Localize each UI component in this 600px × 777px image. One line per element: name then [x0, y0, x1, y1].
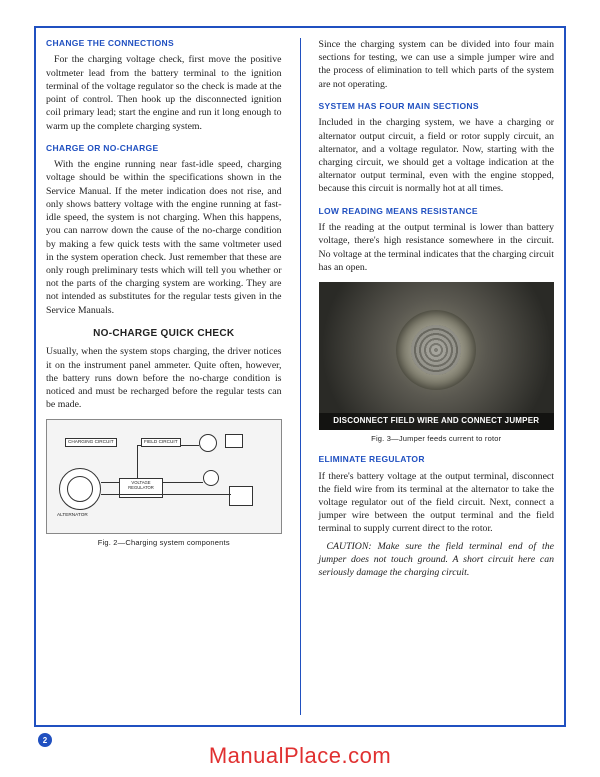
fig2-wire4	[137, 445, 138, 478]
heading-four-sections: SYSTEM HAS FOUR MAIN SECTIONS	[319, 101, 555, 112]
fig2-regulator-label: VOLTAGE REGULATOR	[121, 481, 161, 490]
para-nocharge-quick: Usually, when the system stops charging,…	[46, 345, 282, 411]
para-four-sections: Included in the charging system, we have…	[319, 116, 555, 195]
figure-2-diagram: VOLTAGE REGULATOR CHARGING CIRCUIT FIELD…	[46, 419, 282, 534]
fig2-wire1	[101, 482, 119, 483]
figure-3-caption: Fig. 3—Jumper feeds current to rotor	[319, 434, 555, 444]
fig2-label-charging: CHARGING CIRCUIT	[65, 438, 117, 447]
fig2-gauge1	[199, 434, 217, 452]
column-separator	[300, 38, 301, 715]
figure-2-caption: Fig. 2—Charging system components	[46, 538, 282, 548]
heading-low-reading: LOW READING MEANS RESISTANCE	[319, 206, 555, 217]
left-column: CHANGE THE CONNECTIONS For the charging …	[46, 38, 282, 715]
heading-eliminate-regulator: ELIMINATE REGULATOR	[319, 454, 555, 465]
fig2-gauge2	[225, 434, 243, 448]
fig2-label-field: FIELD CIRCUIT	[141, 438, 181, 447]
para-caution: CAUTION: Make sure the field terminal en…	[319, 540, 555, 580]
right-column: Since the charging system can be divided…	[319, 38, 555, 715]
fig2-wire3	[101, 494, 231, 495]
heading-nocharge-quick: NO-CHARGE QUICK CHECK	[46, 327, 282, 341]
watermark: ManualPlace.com	[0, 743, 600, 769]
fig2-coil	[203, 470, 219, 486]
fig3-alternator-face	[411, 325, 461, 375]
figure-3-photo: DISCONNECT FIELD WIRE AND CONNECT JUMPER	[319, 282, 555, 430]
heading-charge-nocharge: CHARGE OR NO-CHARGE	[46, 143, 282, 154]
fig2-battery	[229, 486, 253, 506]
content-area: CHANGE THE CONNECTIONS For the charging …	[46, 38, 554, 715]
fig3-banner: DISCONNECT FIELD WIRE AND CONNECT JUMPER	[319, 413, 555, 430]
para-intro: Since the charging system can be divided…	[319, 38, 555, 91]
fig2-wire2	[163, 482, 203, 483]
para-change-connections: For the charging voltage check, first mo…	[46, 53, 282, 132]
heading-change-connections: CHANGE THE CONNECTIONS	[46, 38, 282, 49]
fig2-label-alternator: ALTERNATOR	[57, 512, 88, 518]
para-eliminate-regulator: If there's battery voltage at the output…	[319, 470, 555, 536]
para-low-reading: If the reading at the output terminal is…	[319, 221, 555, 274]
para-charge-nocharge: With the engine running near fast-idle s…	[46, 158, 282, 317]
